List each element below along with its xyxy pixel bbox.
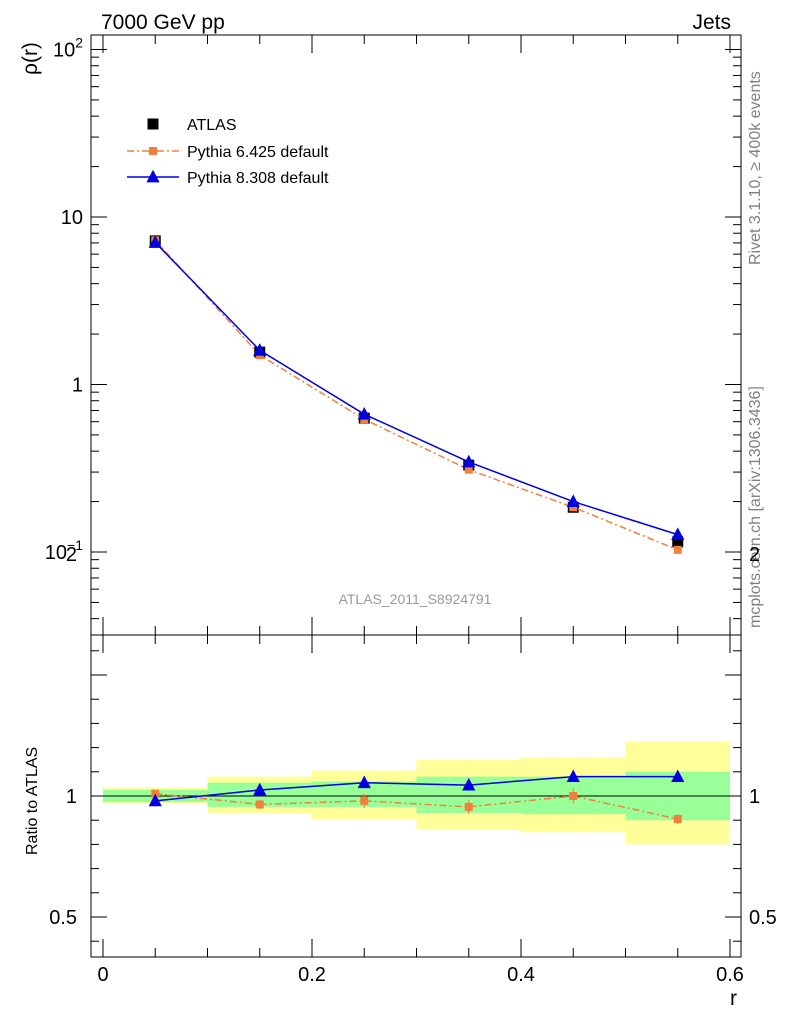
ratio-y-tick-label-right: 2 xyxy=(749,544,760,566)
legend-label: Pythia 8.308 default xyxy=(187,170,329,187)
main-y-tick-base: 10 xyxy=(45,542,67,564)
pythia8-ratio-line xyxy=(155,775,678,802)
pythia8-ratio-point xyxy=(253,782,267,796)
main-y-tick-base: 1 xyxy=(72,375,83,397)
pythia6-ratio-point xyxy=(673,814,682,823)
rivet-label: Rivet 3.1.10, ≥ 400k events xyxy=(747,71,764,265)
pythia8-ratio-point xyxy=(671,769,685,783)
pythia8-point xyxy=(671,527,685,541)
pythia8-ratio-point xyxy=(148,793,162,807)
pythia6-point xyxy=(569,503,578,512)
pythia6-ratio-line xyxy=(155,792,678,820)
analysis-watermark: ATLAS_2011_S8924791 xyxy=(339,591,492,607)
x-tick-label: 0 xyxy=(97,964,108,986)
pythia8-ratio-point xyxy=(357,775,371,789)
main-y-tick-exponent: −1 xyxy=(67,537,83,553)
main-y-tick-exponent: 2 xyxy=(75,35,83,51)
x-axis-label: r xyxy=(730,987,737,1010)
pythia8-point xyxy=(148,235,162,248)
process-label: Jets xyxy=(692,11,731,34)
main-y-tick-label: 10−1 xyxy=(45,537,83,564)
ratio-frame xyxy=(90,634,742,958)
pythia6-point xyxy=(464,465,473,474)
main-y-tick-label: 10 xyxy=(61,207,83,229)
pythia6-ratio-point xyxy=(360,796,369,805)
ratio-y-tick-label-right: 0.5 xyxy=(749,907,777,929)
pythia6-ratio-point xyxy=(569,792,578,800)
x-tick-label: 0.2 xyxy=(298,964,326,986)
main-y-axis-label: ρ(r) xyxy=(19,42,42,75)
ratio-y-axis-label: Ratio to ATLAS xyxy=(24,747,41,855)
mcplots-label: mcplots.cern.ch [arXiv:1306.3436] xyxy=(747,386,764,628)
ratio-y-tick-label-left: 2 xyxy=(66,544,77,566)
pythia8-ratio-point xyxy=(462,777,476,791)
atlas-data-point xyxy=(672,536,684,548)
pythia6-ratio-point xyxy=(151,789,160,798)
pythia6-ratio-point xyxy=(464,802,473,811)
ratio-series-layer xyxy=(148,769,685,824)
pythia8-point xyxy=(357,406,371,420)
pythia6-ratio-point xyxy=(255,800,264,809)
pythia8-point xyxy=(566,494,580,507)
legend-pythia6-marker xyxy=(149,147,157,155)
x-tick-label: 0.6 xyxy=(716,964,744,986)
main-y-tick-label: 1 xyxy=(72,375,83,397)
legend-pythia8-marker xyxy=(146,169,160,183)
pythia6-series-line xyxy=(154,239,679,551)
legend-label: Pythia 6.425 default xyxy=(187,144,329,161)
main-y-tick-label: 102 xyxy=(53,35,83,62)
ratio-y-tick-label-left: 1 xyxy=(66,786,77,808)
collision-label: 7000 GeV pp xyxy=(101,11,225,34)
ratio-panel: 2 2 1 1 0.5 0.5 0 0.2 0.4 0.6 Ratio to ATLAS r xyxy=(24,544,777,1010)
main-series-layer xyxy=(148,235,685,554)
pythia8-point xyxy=(253,343,267,356)
ratio-axis-ticks: 2 2 1 1 0.5 0.5 0 0.2 0.4 0.6 xyxy=(49,544,777,986)
main-y-tick-base: 10 xyxy=(61,207,83,229)
legend-label: ATLAS xyxy=(187,117,237,134)
pythia8-ratio-point xyxy=(566,769,580,783)
x-tick-label: 0.4 xyxy=(507,964,535,986)
legend: ATLAS Pythia 6.425 default Pythia 8.308 de… xyxy=(127,117,329,187)
legend-atlas-marker xyxy=(147,118,159,130)
pythia8-point xyxy=(462,454,476,468)
main-y-tick-base: 10 xyxy=(53,40,75,62)
ratio-y-tick-label-right: 1 xyxy=(749,786,760,808)
ratio-y-tick-label-left: 0.5 xyxy=(49,907,77,929)
ratio-uncertainty-bands xyxy=(103,741,730,845)
pythia6-point xyxy=(673,545,682,554)
pythia8-series-line xyxy=(154,241,678,536)
